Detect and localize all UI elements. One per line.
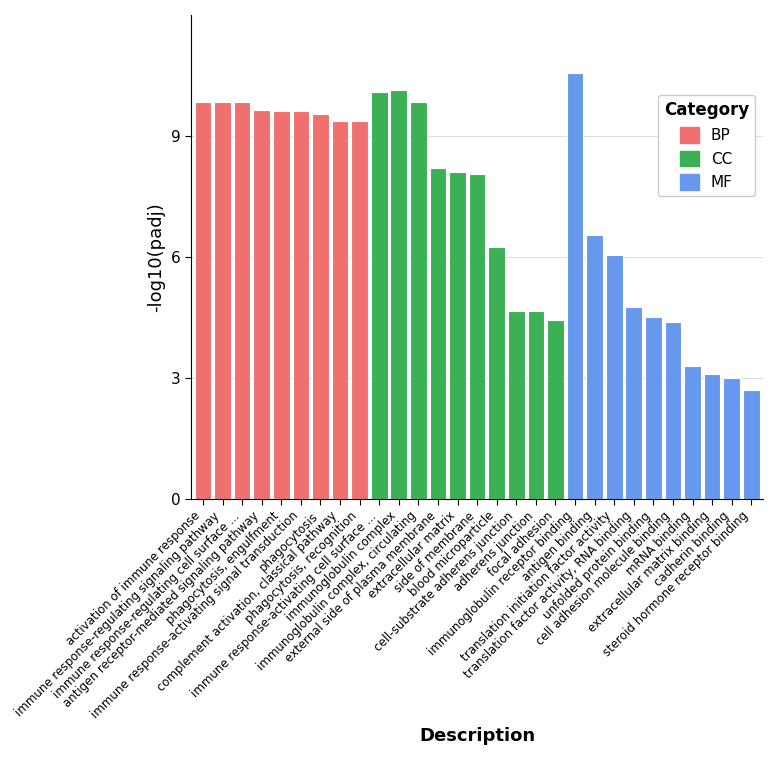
Bar	[527, 312, 544, 499]
X-axis label: Description: Description	[419, 727, 535, 745]
Bar	[489, 247, 505, 499]
Bar	[371, 92, 387, 499]
Bar	[410, 102, 426, 499]
Bar	[254, 109, 270, 499]
Bar	[645, 318, 661, 499]
Bar	[724, 378, 740, 499]
Bar	[469, 174, 485, 499]
Bar	[587, 235, 603, 499]
Bar	[626, 307, 642, 499]
Bar	[391, 90, 407, 499]
Y-axis label: -log10(padj): -log10(padj)	[148, 202, 166, 312]
Bar	[312, 114, 329, 499]
Legend: BP, CC, MF: BP, CC, MF	[658, 95, 755, 196]
Bar	[606, 255, 622, 499]
Bar	[352, 121, 368, 499]
Bar	[449, 173, 466, 499]
Bar	[214, 102, 231, 499]
Bar	[566, 74, 584, 499]
Bar	[293, 111, 309, 499]
Bar	[194, 102, 212, 499]
Bar	[684, 366, 701, 499]
Bar	[547, 319, 564, 499]
Bar	[508, 312, 524, 499]
Bar	[704, 374, 720, 499]
Bar	[429, 168, 447, 499]
Bar	[273, 111, 289, 499]
Bar	[234, 102, 251, 499]
Bar	[664, 321, 682, 499]
Bar	[743, 390, 759, 499]
Bar	[331, 121, 349, 499]
